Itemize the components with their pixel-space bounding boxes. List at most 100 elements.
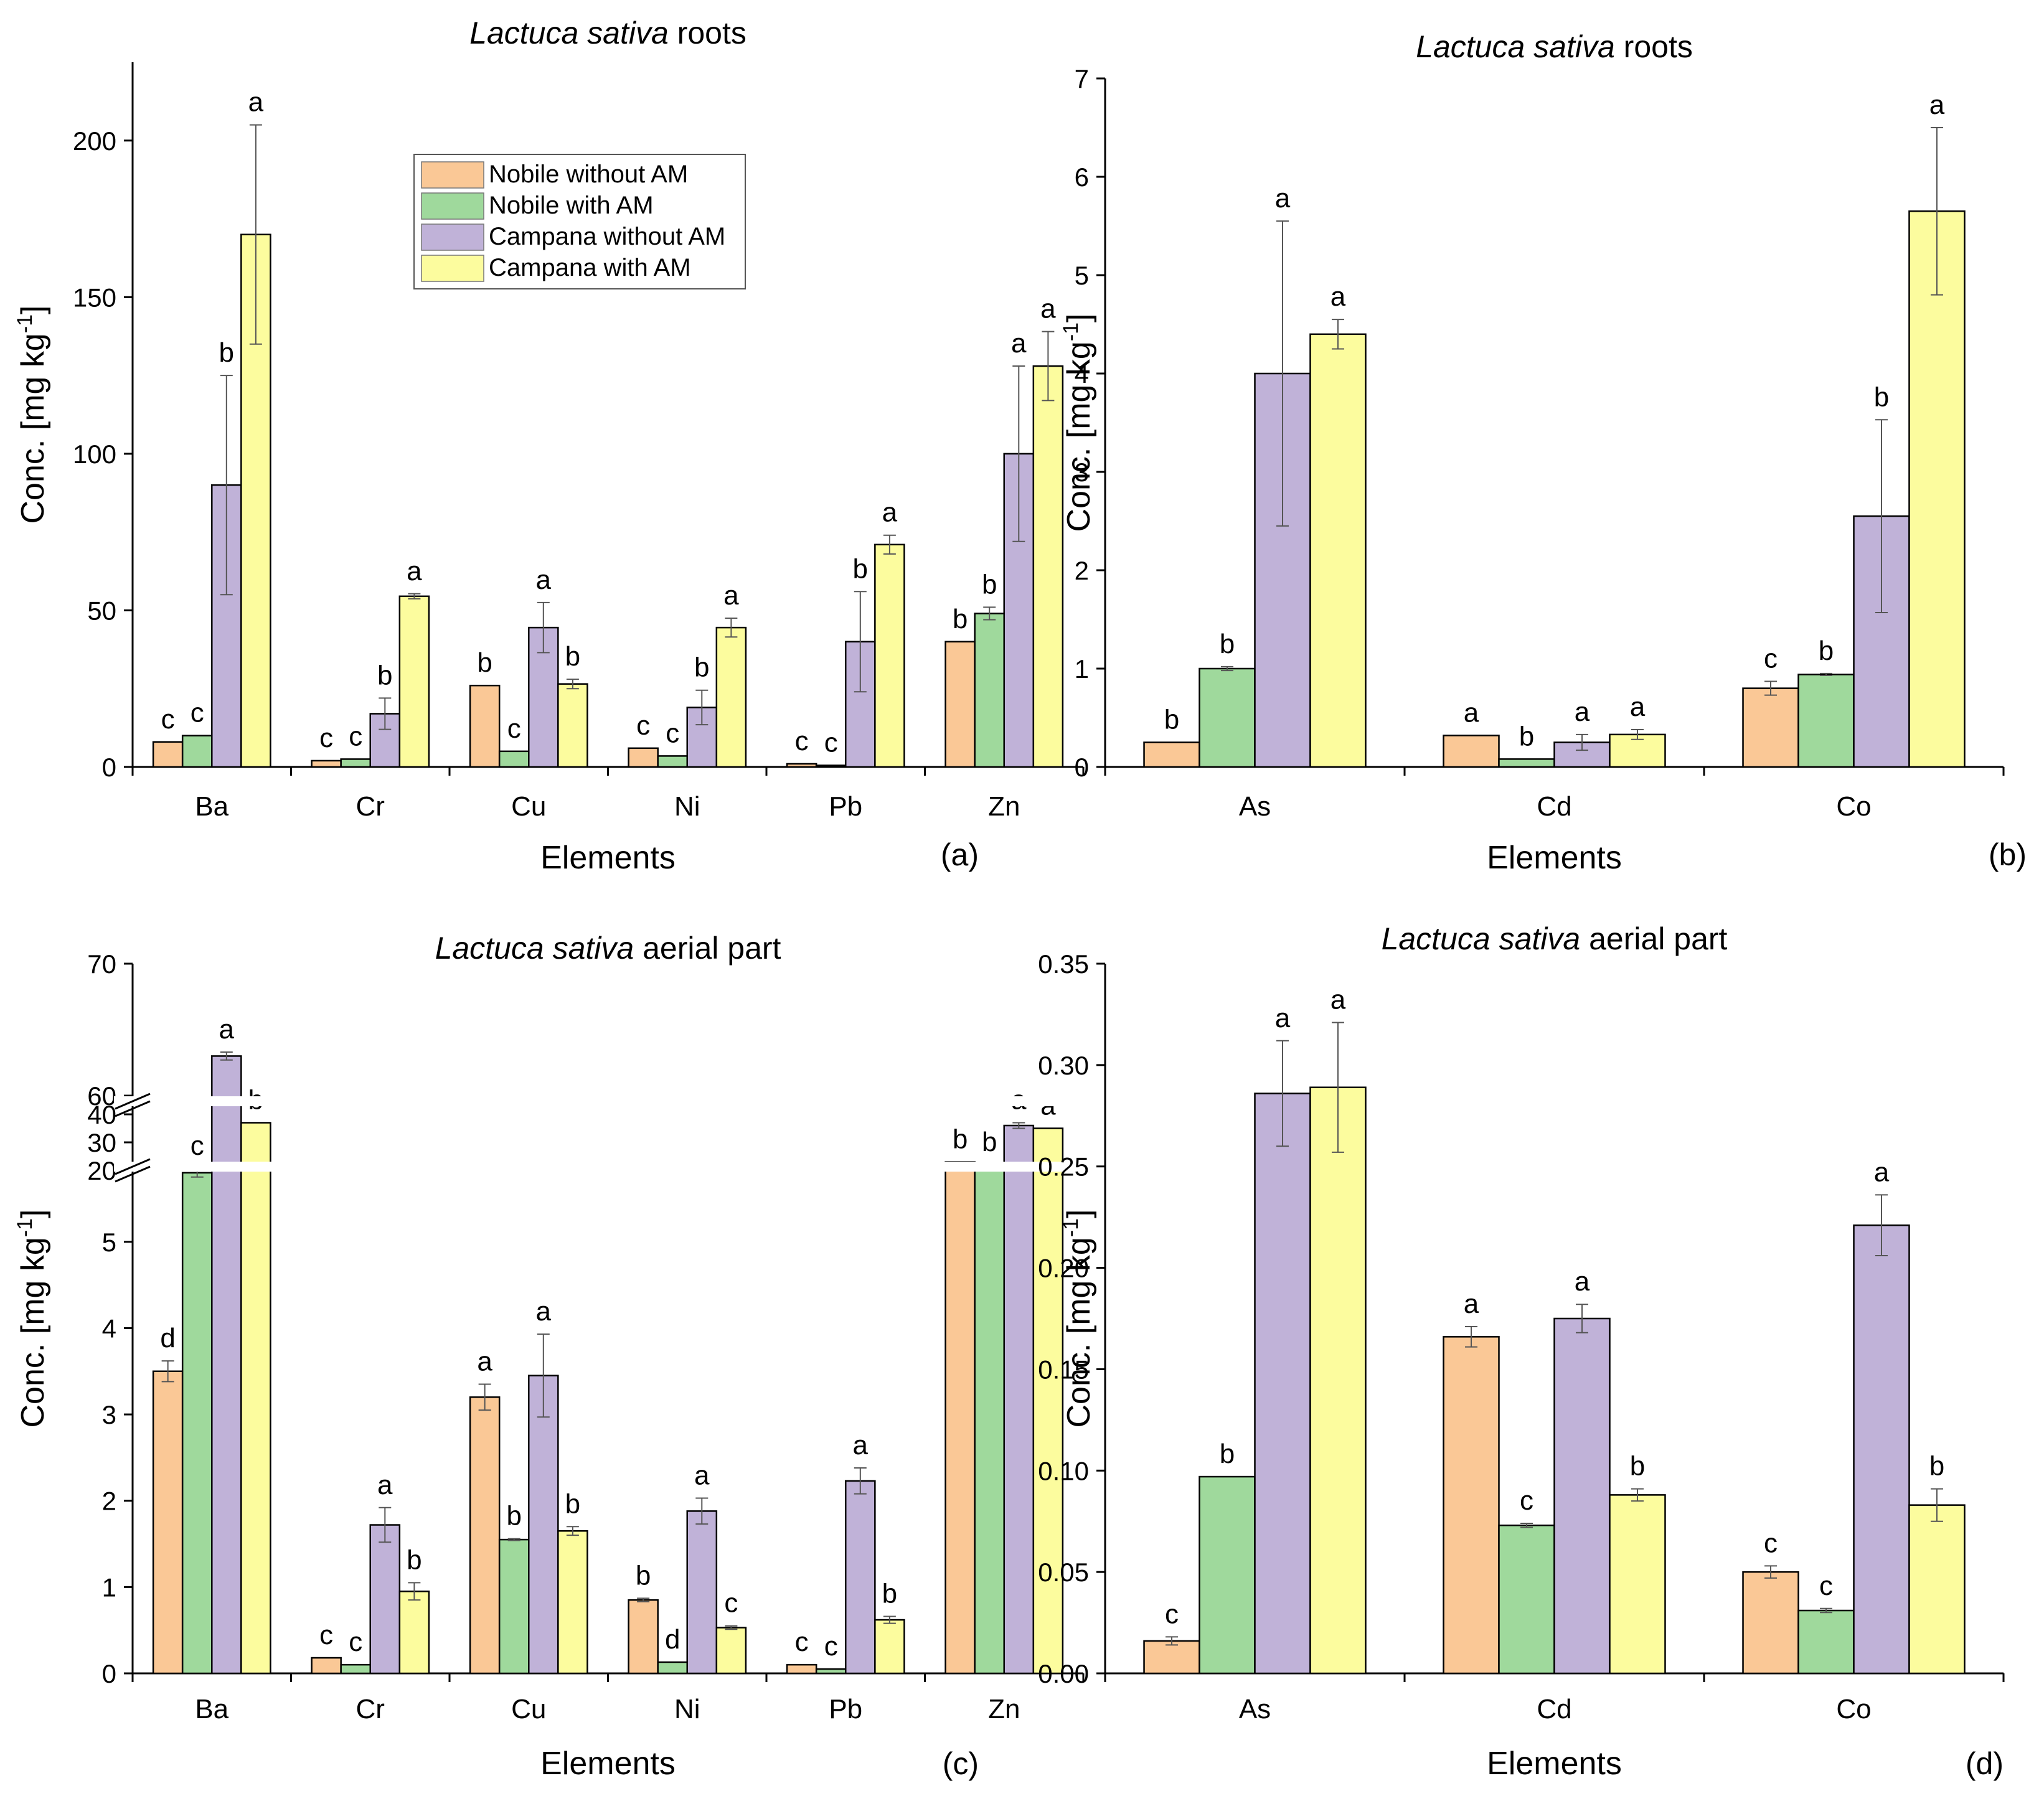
bar-Ni-0 xyxy=(628,1599,659,1675)
y-tick-label: 70 xyxy=(87,949,116,979)
bar-Co-1 xyxy=(1797,674,1855,768)
significance-letter: a xyxy=(1275,1003,1291,1033)
x-tick-label: Cu xyxy=(511,1694,546,1724)
x-tick-label: As xyxy=(1239,791,1271,822)
significance-letter: b xyxy=(1220,1439,1235,1469)
y-tick-label: 0.25 xyxy=(1038,1152,1089,1182)
significance-letter: a xyxy=(1011,328,1027,359)
panel-b: Lactuca sativa roots 0 1 2 3 4 5 6 7 b a c b b b a a b a a a… xyxy=(1059,29,2027,876)
bar-Ni-1 xyxy=(657,1661,688,1675)
bar-Zn-1 xyxy=(974,1164,1005,1675)
bar-Pb-0 xyxy=(786,763,817,768)
y-tick-label: 0.15 xyxy=(1038,1355,1089,1384)
y-axis-label: Conc. [mg kg-1] xyxy=(13,1209,51,1427)
y-axis-label: Conc. [mg kg-1] xyxy=(1059,313,1097,532)
bar-Ba-0 xyxy=(152,1370,184,1675)
significance-letter: b xyxy=(1929,1451,1944,1482)
bar-Cd-1 xyxy=(1498,758,1555,768)
y-tick-label: 0 xyxy=(102,753,116,782)
x-tick-label: Cr xyxy=(356,791,385,822)
bar-Cr-3 xyxy=(398,1591,430,1675)
y-tick-label: 40 xyxy=(87,1100,116,1129)
y-axis-label-sup: -1 xyxy=(13,314,37,333)
significance-letter: b xyxy=(982,569,997,599)
bar-Cu-1 xyxy=(498,1538,530,1675)
bar-Co-0 xyxy=(1742,687,1799,768)
bar-As-3 xyxy=(1309,333,1367,768)
y-tick-label: 3 xyxy=(1075,458,1089,487)
bar-As-1 xyxy=(1199,667,1256,768)
significance-letter: a xyxy=(1929,90,1945,120)
y-tick-label: 5 xyxy=(1075,261,1089,290)
significance-letter: a xyxy=(536,565,552,595)
chart-title-rest: roots xyxy=(1615,29,1693,64)
significance-letter: b xyxy=(636,1560,651,1591)
significance-letter: a xyxy=(248,87,264,118)
panel-c: Lactuca sativa aerial part 0 1 2 3 4 5 20304060… xyxy=(13,931,1090,1782)
bar-Pb-0 xyxy=(786,1663,817,1675)
x-tick-label: Co xyxy=(1836,791,1871,822)
significance-letter: a xyxy=(1330,281,1346,312)
chart-title-rest: roots xyxy=(669,16,746,50)
significance-letter: a xyxy=(882,497,898,528)
legend-swatch xyxy=(421,223,484,251)
axis-break-mark xyxy=(115,1100,151,1117)
y-tick-label: 150 xyxy=(73,283,116,312)
y-axis-label-main: Conc. [mg kg xyxy=(15,1237,51,1427)
y-tick-label: 0.30 xyxy=(1038,1051,1089,1080)
y-tick-label: 2 xyxy=(1075,556,1089,585)
significance-letter: c xyxy=(1764,1528,1778,1558)
bar-Cu-0 xyxy=(469,684,501,768)
bar-Pb-1 xyxy=(815,764,847,768)
bar-Cr-0 xyxy=(311,1657,342,1675)
y-tick-label: 20 xyxy=(87,1156,116,1185)
bar-Ni-2 xyxy=(686,1510,718,1675)
significance-letter: a xyxy=(1275,183,1291,214)
y-tick-label: 200 xyxy=(73,126,116,156)
bar-Cd-3 xyxy=(1609,1494,1666,1675)
bar-Ba-3 xyxy=(240,1122,271,1675)
significance-letter: a xyxy=(1575,697,1590,727)
bar-Cd-0 xyxy=(1443,1336,1500,1675)
y-tick-label: 4 xyxy=(1075,359,1089,388)
chart-title-rest: aerial part xyxy=(1580,921,1727,956)
significance-letter: c xyxy=(349,721,362,751)
x-tick-label: Cu xyxy=(511,791,546,822)
bar-Zn-3 xyxy=(1032,365,1064,768)
x-tick-label: Zn xyxy=(988,791,1020,822)
significance-letter: b xyxy=(1519,721,1534,751)
chart-title-italic: Lactuca sativa xyxy=(1382,921,1581,956)
y-tick-label: 3 xyxy=(102,1400,116,1429)
significance-letter: a xyxy=(723,580,739,611)
significance-letter: c xyxy=(1819,1571,1833,1601)
y-axis-label-sup: -1 xyxy=(13,1218,37,1237)
chart-title: Lactuca sativa roots xyxy=(469,16,746,50)
bar-Ba-1 xyxy=(181,1172,213,1675)
significance-letter: c xyxy=(795,1627,809,1657)
significance-letter: c xyxy=(191,698,204,728)
bar-Ba-1 xyxy=(181,735,213,768)
bar-Cu-1 xyxy=(498,750,530,768)
y-tick-label: 0.05 xyxy=(1038,1558,1089,1587)
significance-letter: b xyxy=(377,660,392,690)
significance-letter: b xyxy=(565,641,580,672)
bar-As-0 xyxy=(1143,741,1200,768)
bar-Ni-3 xyxy=(715,626,747,768)
x-tick-label: As xyxy=(1239,1694,1271,1724)
x-tick-label: Ba xyxy=(195,791,228,822)
panel-label: (c) xyxy=(943,1746,979,1781)
significance-letter: b xyxy=(853,553,868,584)
y-tick-label: 0 xyxy=(102,1659,116,1688)
bar-Cu-2 xyxy=(528,1375,559,1675)
bar-Co-3 xyxy=(1908,210,1966,768)
y-tick-label: 100 xyxy=(73,440,116,469)
bar-Zn-0 xyxy=(944,641,976,768)
bar-Zn-0 xyxy=(944,1161,976,1675)
significance-letter: a xyxy=(1874,1157,1890,1187)
y-tick-label: 0.35 xyxy=(1038,949,1089,979)
significance-letter: b xyxy=(953,604,968,634)
y-axis-label-end: ] xyxy=(1061,313,1097,322)
y-axis-label-main: Conc. [mg kg xyxy=(1061,1237,1097,1427)
